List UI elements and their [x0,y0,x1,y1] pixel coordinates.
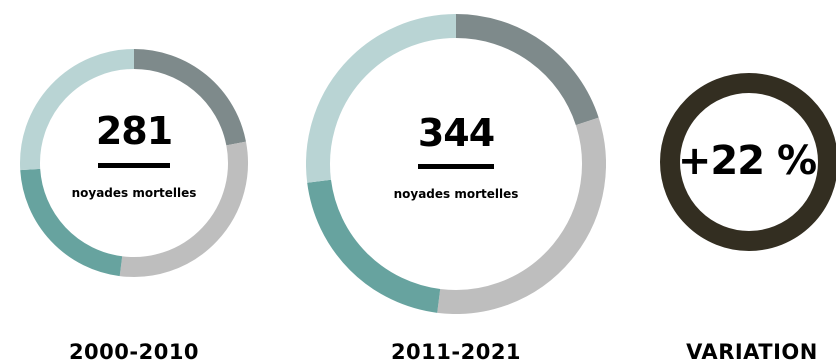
variation-label: VARIATION [662,340,836,364]
donut-segment-slate [456,26,587,121]
drowning-count-2000-2010: 281 [18,109,250,153]
count-label-2011-2021: noyades mortelles [306,187,606,201]
period-label-2011-2021: 2011-2021 [366,340,546,364]
donut-segment-teal [30,170,121,267]
donut-segment-pale-teal [318,26,456,181]
count-label-2000-2010: noyades mortelles [18,186,250,200]
period-label-2000-2010: 2000-2010 [44,340,224,364]
divider-line [418,164,494,169]
donut-2000-2010: 281 noyades mortelles [18,47,250,279]
donut-2011-2021: 344 noyades mortelles [306,14,606,314]
variation-value: +22 % [657,138,836,184]
drowning-count-2011-2021: 344 [306,111,606,155]
divider-line [98,163,170,168]
variation-badge: +22 % [657,70,836,254]
